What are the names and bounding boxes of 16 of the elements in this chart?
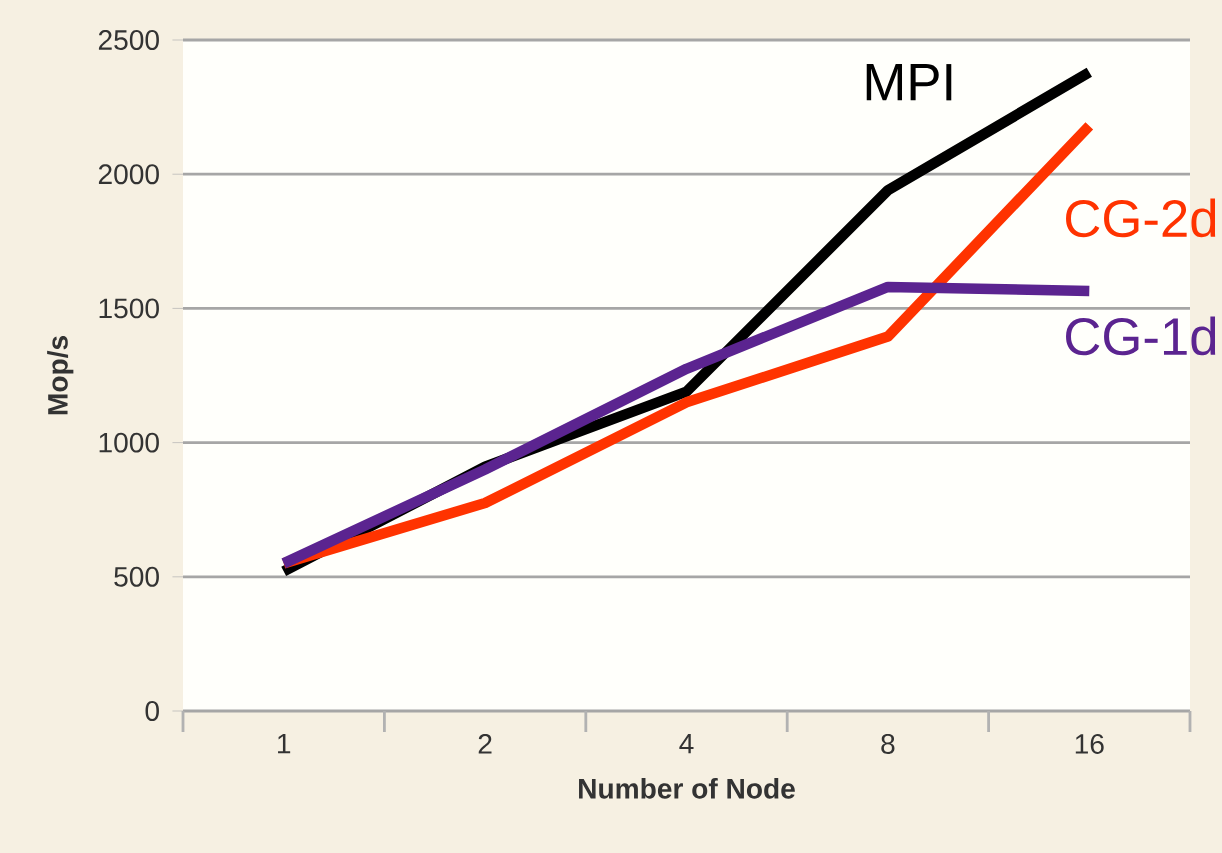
y-tick-label: 2000 bbox=[98, 164, 159, 185]
x-tick-label: 4 bbox=[679, 733, 694, 754]
series-label: MPI bbox=[866, 64, 952, 101]
y-axis-title: Mop/s bbox=[47, 336, 74, 415]
y-tick-label: 0 bbox=[145, 701, 159, 721]
x-axis-title: Number of Node bbox=[579, 777, 795, 799]
y-tick-label: 500 bbox=[114, 566, 159, 587]
x-tick-label: 8 bbox=[881, 733, 895, 754]
x-tick-label: 16 bbox=[1075, 733, 1104, 754]
y-tick-label: 2500 bbox=[98, 30, 159, 50]
y-tick-label: 1000 bbox=[99, 432, 159, 453]
x-tick-label: 2 bbox=[478, 733, 492, 754]
x-tick-label: 1 bbox=[278, 733, 291, 754]
y-tick-label: 1500 bbox=[99, 298, 159, 319]
series-label: CG-2d bbox=[1066, 198, 1216, 238]
series-label: CG-1d bbox=[1066, 316, 1216, 356]
